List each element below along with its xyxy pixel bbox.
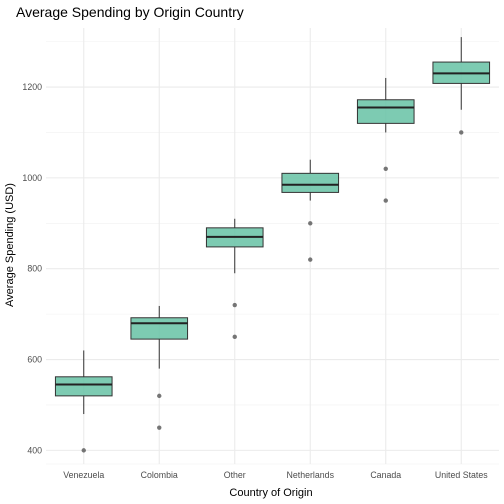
box-united-states (432, 37, 491, 135)
y-tick-label: 400 (27, 445, 42, 455)
x-tick-label: Colombia (141, 470, 178, 480)
box-venezuela (54, 350, 113, 453)
x-axis-label: Country of Origin (229, 487, 312, 499)
outlier-point (232, 334, 237, 340)
y-tick-label: 1000 (22, 173, 42, 183)
outlier-point (383, 166, 388, 171)
y-tick-label: 800 (27, 264, 42, 274)
iqr-box (356, 99, 415, 124)
outlier-point (308, 221, 313, 226)
box-netherlands (281, 159, 340, 262)
grid (46, 28, 499, 465)
box-other (205, 218, 264, 340)
box-canada (356, 77, 415, 203)
tick-labels: 400 600 800 1000 1200 Venezuela Colombia Other N… (22, 82, 488, 480)
box-colombia (130, 305, 189, 430)
y-tick-label: 600 (27, 355, 42, 365)
x-tick-label: Other (224, 470, 246, 480)
iqr-box (130, 317, 189, 340)
boxes (54, 37, 491, 453)
y-tick-label: 1200 (22, 82, 42, 92)
x-tick-label: Venezuela (63, 470, 104, 480)
outlier-point (232, 302, 237, 308)
x-tick-label: Netherlands (287, 470, 335, 480)
outlier-point (81, 448, 86, 453)
iqr-box (281, 172, 340, 193)
x-tick-label: Canada (370, 470, 401, 480)
outlier-point (157, 393, 162, 399)
chart-title: Average Spending by Origin Country (16, 4, 244, 20)
iqr-box (54, 376, 113, 397)
outlier-point (308, 257, 313, 262)
outlier-point (383, 198, 388, 203)
y-axis-label: Average Spending (USD) (4, 183, 16, 307)
outlier-point (459, 130, 464, 135)
x-tick-label: United States (435, 470, 488, 480)
outlier-point (157, 425, 162, 430)
